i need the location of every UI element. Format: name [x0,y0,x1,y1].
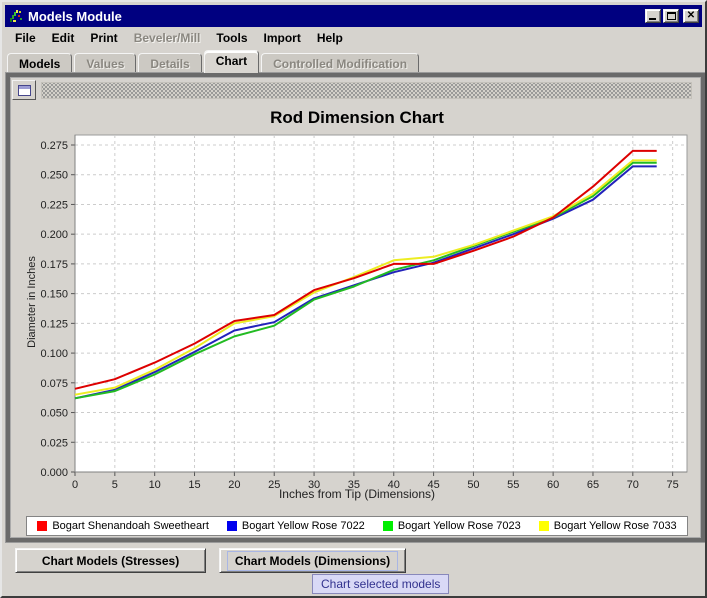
tab-strip: Models Values Details Chart Controlled Modif… [7,50,421,73]
window-title: Models Module [28,8,122,24]
svg-text:0.050: 0.050 [40,408,68,420]
chart-title: Rod Dimension Chart [270,108,444,127]
tab-values: Values [74,53,137,73]
app-icon [10,10,22,22]
legend-swatch [226,521,237,531]
title-bar: Models Module ✕ [5,5,702,27]
svg-text:70: 70 [627,479,639,491]
svg-text:0.075: 0.075 [40,378,68,390]
svg-text:0.250: 0.250 [40,170,68,182]
legend-swatch [37,521,48,531]
legend-item: Bogart Yellow Rose 7022 [226,520,365,532]
x-axis-label: Inches from Tip (Dimensions) [278,487,436,501]
chart-legend: Bogart Shenandoah Sweetheart Bogart Yello… [26,516,688,536]
svg-text:0.200: 0.200 [40,229,68,241]
svg-text:75: 75 [667,479,679,491]
menu-help[interactable]: Help [316,31,343,45]
svg-text:0.000: 0.000 [40,467,68,479]
tab-details: Details [138,53,202,73]
svg-text:0.125: 0.125 [40,318,68,330]
svg-text:0.225: 0.225 [40,199,68,211]
tooltip: Chart selected models [312,574,450,594]
menu-import[interactable]: Import [263,31,301,45]
legend-label: Bogart Yellow Rose 7023 [397,520,521,532]
tab-chart[interactable]: Chart [203,50,260,73]
legend-swatch [382,521,393,531]
chart-toolbar [12,79,692,101]
svg-text:0.275: 0.275 [40,140,68,152]
minimize-button[interactable] [645,9,661,23]
svg-text:0.100: 0.100 [40,348,68,360]
button-label: Chart Models (Stresses) [41,553,180,568]
series-line [74,149,657,390]
svg-text:0.025: 0.025 [40,437,68,449]
maximize-icon [666,12,676,20]
svg-text:50: 50 [467,479,479,491]
svg-text:30: 30 [308,479,320,491]
maximize-button[interactable] [663,9,679,23]
chart-models-stresses-button[interactable]: Chart Models (Stresses) [15,548,206,573]
chart-models-dimensions-button[interactable]: Chart Models (Dimensions) [219,548,406,573]
tab-models[interactable]: Models [7,53,73,73]
minimize-icon [649,18,656,20]
legend-label: Bogart Yellow Rose 7022 [241,520,365,532]
svg-text:0.175: 0.175 [40,259,68,271]
series-line [74,159,657,396]
svg-text:65: 65 [587,479,599,491]
close-icon: ✕ [686,10,696,21]
close-button[interactable]: ✕ [683,9,699,23]
svg-text:15: 15 [188,479,200,491]
menu-tools[interactable]: Tools [216,31,248,45]
legend-item: Bogart Yellow Rose 7033 [538,520,677,532]
svg-text:10: 10 [149,479,161,491]
svg-text:5: 5 [112,479,118,491]
legend-item: Bogart Shenandoah Sweetheart [37,520,209,532]
svg-text:25: 25 [268,479,280,491]
legend-label: Bogart Yellow Rose 7033 [553,520,677,532]
chart-plot: 0.000 0.025 0.050 0.075 0.100 0.125 0.150 0.175… [40,134,688,491]
svg-text:35: 35 [348,479,360,491]
legend-swatch [538,521,549,531]
y-axis-label: Diameter in Inches [26,256,38,348]
menu-print[interactable]: Print [90,31,118,45]
menu-edit[interactable]: Edit [51,31,75,45]
svg-text:60: 60 [547,479,559,491]
svg-text:0: 0 [72,479,78,491]
window-icon [17,84,31,96]
toolbar-drag-area[interactable] [41,81,692,99]
svg-text:0.150: 0.150 [40,289,68,301]
legend-box: Bogart Shenandoah Sweetheart Bogart Yello… [26,516,688,536]
button-label: Chart Models (Dimensions) [226,550,399,571]
series-line [74,161,657,400]
menu-file[interactable]: File [15,31,36,45]
legend-label: Bogart Shenandoah Sweetheart [52,520,209,532]
detach-window-button[interactable] [12,80,36,100]
tab-controlled-modification: Controlled Modification [261,53,420,73]
legend-item: Bogart Yellow Rose 7023 [382,520,521,532]
menu-beveler-mill: Beveler/Mill [133,31,201,45]
svg-text:45: 45 [427,479,439,491]
svg-text:20: 20 [228,479,240,491]
svg-text:40: 40 [388,479,400,491]
menu-bar: File Edit Print Beveler/Mill Tools Import Help [5,28,702,48]
svg-text:55: 55 [507,479,519,491]
